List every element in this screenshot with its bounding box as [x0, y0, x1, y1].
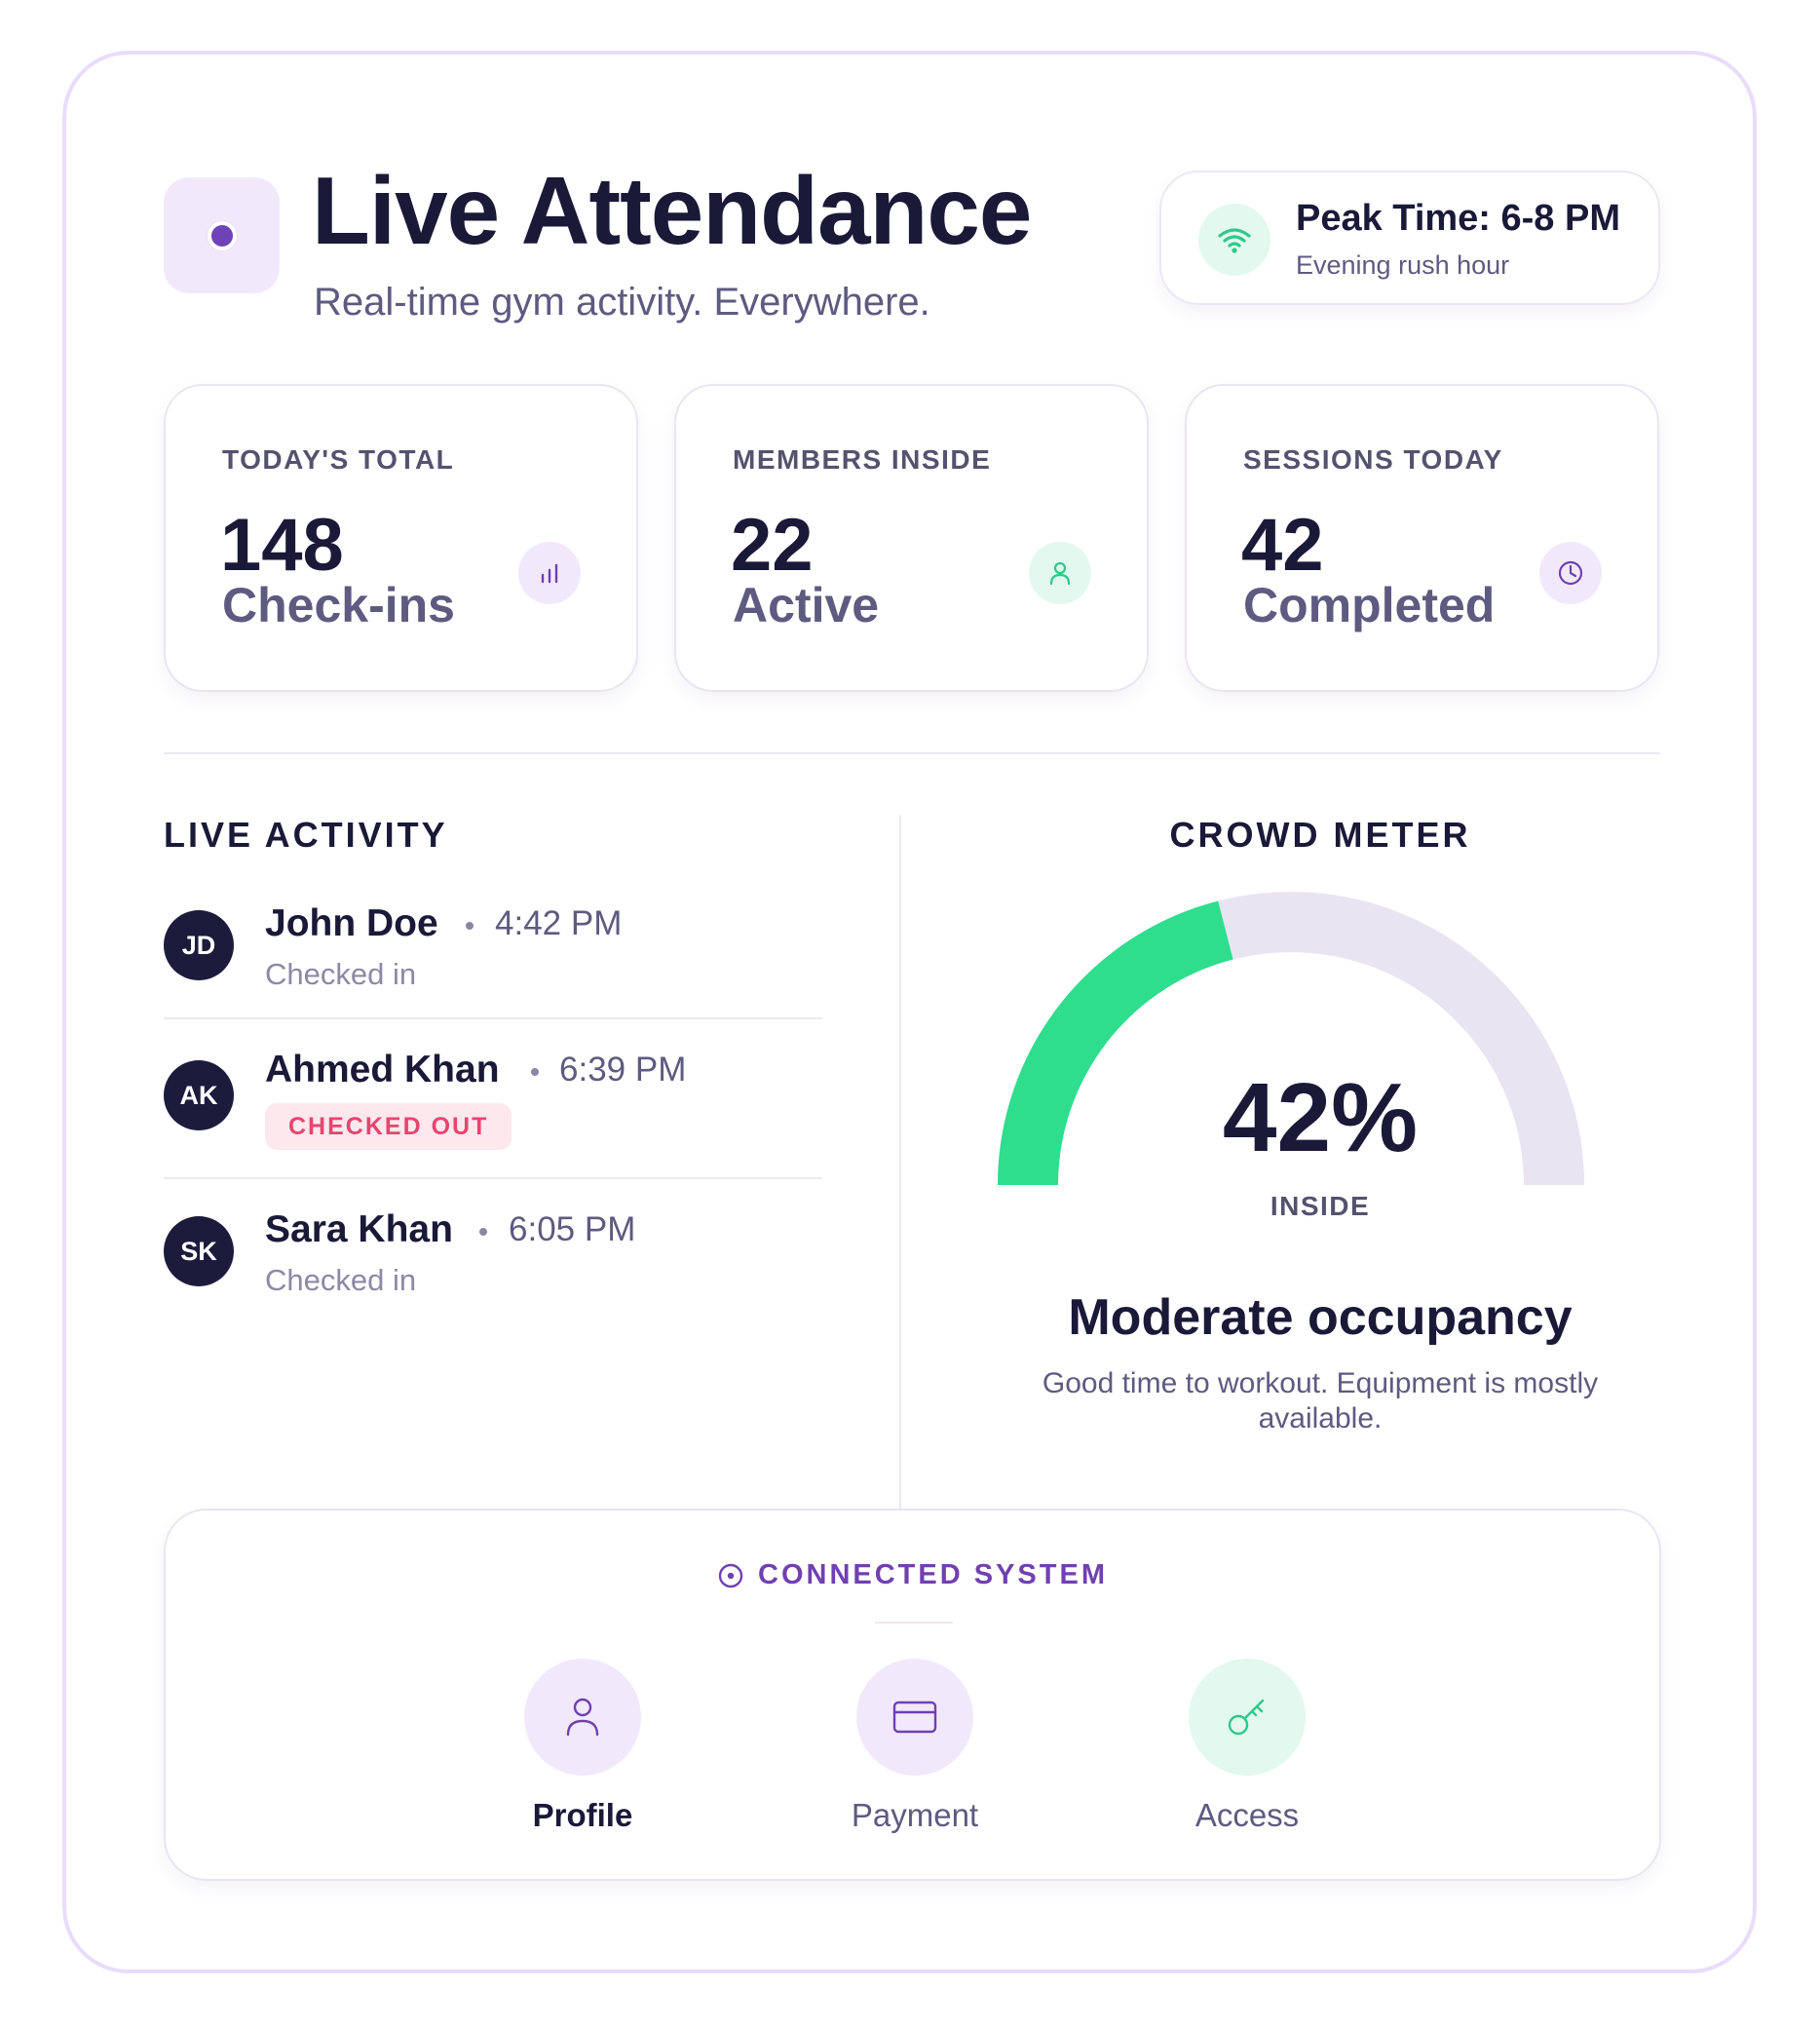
peak-time-title: Peak Time: 6-8 PM: [1296, 198, 1621, 239]
gauge-fill: [998, 900, 1233, 1186]
gauge-svg: [998, 892, 1584, 1186]
system-item-label: Profile: [532, 1797, 633, 1833]
page-subtitle: Real-time gym activity. Everywhere.: [314, 281, 930, 324]
stat-label: MEMBERS INSIDE: [733, 444, 992, 475]
connected-system-card: CONNECTED SYSTEM Profile Payment: [164, 1509, 1661, 1881]
key-icon: [1189, 1659, 1306, 1776]
stat-card-sessions: SESSIONS TODAY 42 Completed: [1185, 384, 1659, 692]
occupancy-description: Good time to workout. Equipment is mostl…: [1042, 1367, 1599, 1434]
crowd-inside-label: INSIDE: [1270, 1191, 1371, 1221]
list-divider: [164, 1177, 822, 1179]
live-dot-icon: [208, 221, 237, 250]
page-title: Live Attendance: [312, 157, 1032, 264]
column-divider: [899, 815, 901, 1509]
system-item-access[interactable]: Access: [1140, 1659, 1354, 1834]
live-activity-title: LIVE ACTIVITY: [164, 815, 448, 855]
live-indicator-icon: [164, 177, 280, 293]
system-item-label: Access: [1194, 1797, 1300, 1833]
system-item-label: Payment: [851, 1797, 979, 1833]
crowd-meter-title: CROWD METER: [1169, 815, 1471, 855]
stat-value: 22: [731, 504, 814, 587]
separator-dot: [531, 1068, 539, 1076]
separator-dot: [479, 1228, 487, 1236]
credit-card-icon: [856, 1659, 973, 1776]
member-name: Ahmed Khan: [265, 1049, 500, 1090]
stat-card-inside: MEMBERS INSIDE 22 Active: [674, 384, 1149, 692]
crowd-gauge: [989, 883, 1593, 1195]
activity-item[interactable]: JD John Doe 4:42 PM Checked in: [164, 897, 822, 1014]
activity-time: 4:42 PM: [495, 904, 623, 942]
user-icon: [1029, 542, 1091, 604]
clock-icon: [1539, 542, 1602, 604]
stat-label: SESSIONS TODAY: [1243, 444, 1503, 475]
stat-label: TODAY'S TOTAL: [222, 444, 455, 475]
wifi-icon: [1198, 204, 1270, 276]
stat-unit: Completed: [1243, 578, 1496, 632]
activity-item[interactable]: AK Ahmed Khan 6:39 PM CHECKED OUT: [164, 1043, 822, 1160]
system-item-profile[interactable]: Profile: [475, 1659, 690, 1834]
activity-item[interactable]: SK Sara Khan 6:05 PM Checked in: [164, 1203, 822, 1319]
activity-status: Checked in: [265, 1263, 417, 1297]
peak-time-card: Peak Time: 6-8 PM Evening rush hour: [1159, 171, 1660, 305]
occupancy-title: Moderate occupancy: [1068, 1289, 1573, 1346]
stat-card-total: TODAY'S TOTAL 148 Check-ins: [164, 384, 638, 692]
stat-unit: Check-ins: [222, 578, 455, 632]
title-underline: [875, 1622, 953, 1624]
status-badge: CHECKED OUT: [265, 1103, 512, 1150]
crowd-percent: 42%: [1222, 1063, 1419, 1172]
activity-status: Checked in: [265, 957, 417, 991]
list-divider: [164, 1017, 822, 1019]
system-item-payment[interactable]: Payment: [808, 1659, 1022, 1834]
section-divider: [164, 752, 1660, 754]
separator-dot: [466, 922, 474, 930]
avatar: AK: [164, 1060, 234, 1130]
peak-time-subtitle: Evening rush hour: [1296, 250, 1510, 280]
connected-system-title: CONNECTED SYSTEM: [758, 1559, 1108, 1590]
member-name: John Doe: [265, 902, 438, 944]
connected-system-header: CONNECTED SYSTEM: [166, 1559, 1659, 1591]
member-name: Sara Khan: [265, 1208, 453, 1250]
stat-unit: Active: [733, 578, 880, 632]
target-icon: [718, 1563, 743, 1587]
user-icon: [524, 1659, 641, 1776]
stat-value: 42: [1241, 504, 1324, 587]
avatar: JD: [164, 910, 234, 980]
activity-time: 6:05 PM: [509, 1210, 636, 1248]
stat-value: 148: [220, 504, 344, 587]
avatar: SK: [164, 1216, 234, 1286]
activity-time: 6:39 PM: [559, 1051, 687, 1089]
bar-chart-icon: [518, 542, 581, 604]
